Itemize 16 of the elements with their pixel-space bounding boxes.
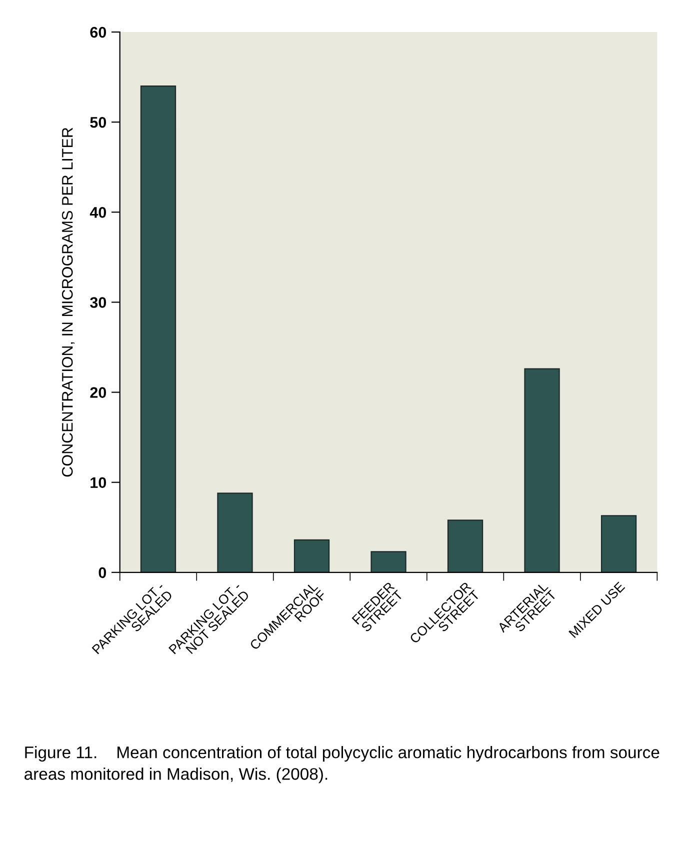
y-tick-label: 50: [90, 116, 106, 128]
y-tick-label: 40: [90, 207, 106, 218]
y-tick-label: 0: [98, 567, 106, 578]
bar: [370, 551, 406, 572]
y-tick-label: 60: [90, 26, 106, 38]
bar: [524, 368, 560, 572]
bar: [217, 492, 253, 572]
y-tick-label: 30: [90, 297, 106, 308]
y-tick-label: 20: [90, 387, 106, 398]
caption: Figure 11. Mean concentration of total polycyclic aromatic hydrocarbons from source areas monitored in Madison, Wis. (2008).: [24, 746, 660, 784]
y-tick-label: 10: [90, 477, 106, 488]
bar: [447, 520, 484, 572]
bar: [600, 515, 637, 572]
bar: [294, 539, 330, 572]
bar: [140, 86, 176, 572]
y-axis-title: CONCENTRATION, IN MICROGRAMS PER LITER: [62, 128, 75, 477]
